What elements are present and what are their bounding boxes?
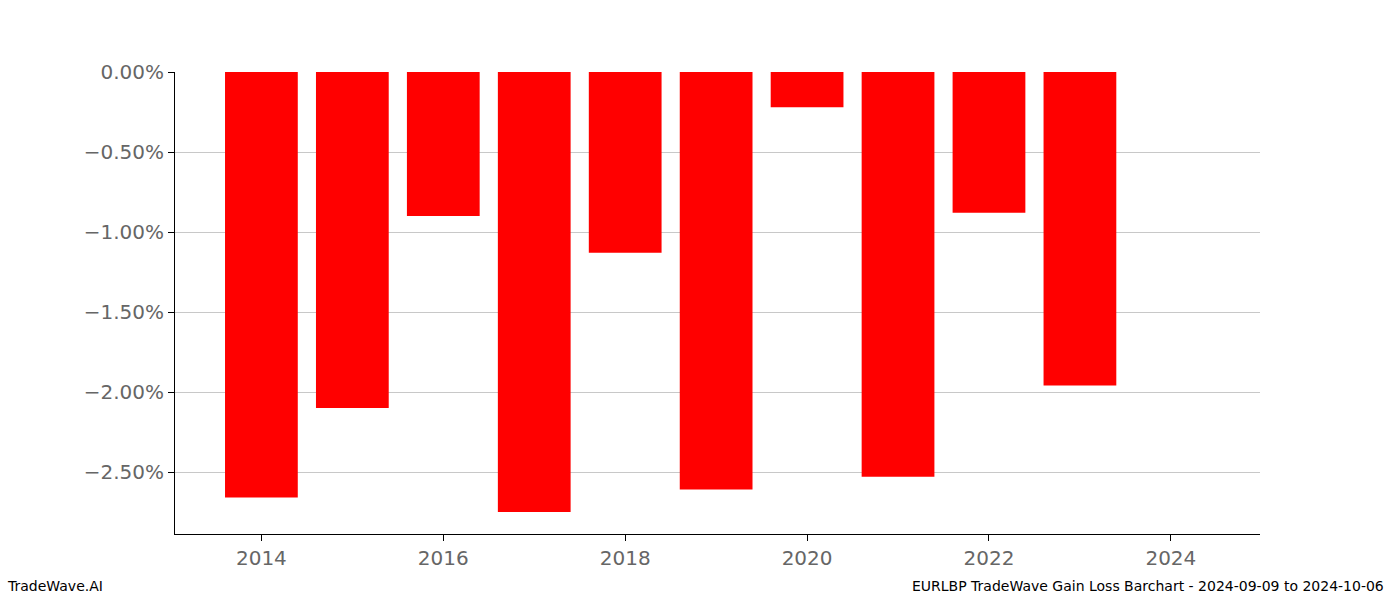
svg-text:2024: 2024 [1145, 546, 1196, 570]
svg-text:TradeWave.AI: TradeWave.AI [7, 578, 103, 594]
svg-text:2018: 2018 [600, 546, 651, 570]
svg-text:0.00%: 0.00% [100, 60, 164, 84]
svg-text:−2.00%: −2.00% [84, 380, 164, 404]
svg-text:−2.50%: −2.50% [84, 460, 164, 484]
svg-text:2016: 2016 [418, 546, 469, 570]
svg-text:−1.50%: −1.50% [84, 300, 164, 324]
svg-text:2014: 2014 [236, 546, 287, 570]
svg-text:EURLBP TradeWave Gain Loss Bar: EURLBP TradeWave Gain Loss Barchart - 20… [912, 578, 1384, 594]
svg-text:2022: 2022 [964, 546, 1015, 570]
svg-text:2020: 2020 [782, 546, 833, 570]
svg-text:−0.50%: −0.50% [84, 140, 164, 164]
svg-text:−1.00%: −1.00% [84, 220, 164, 244]
